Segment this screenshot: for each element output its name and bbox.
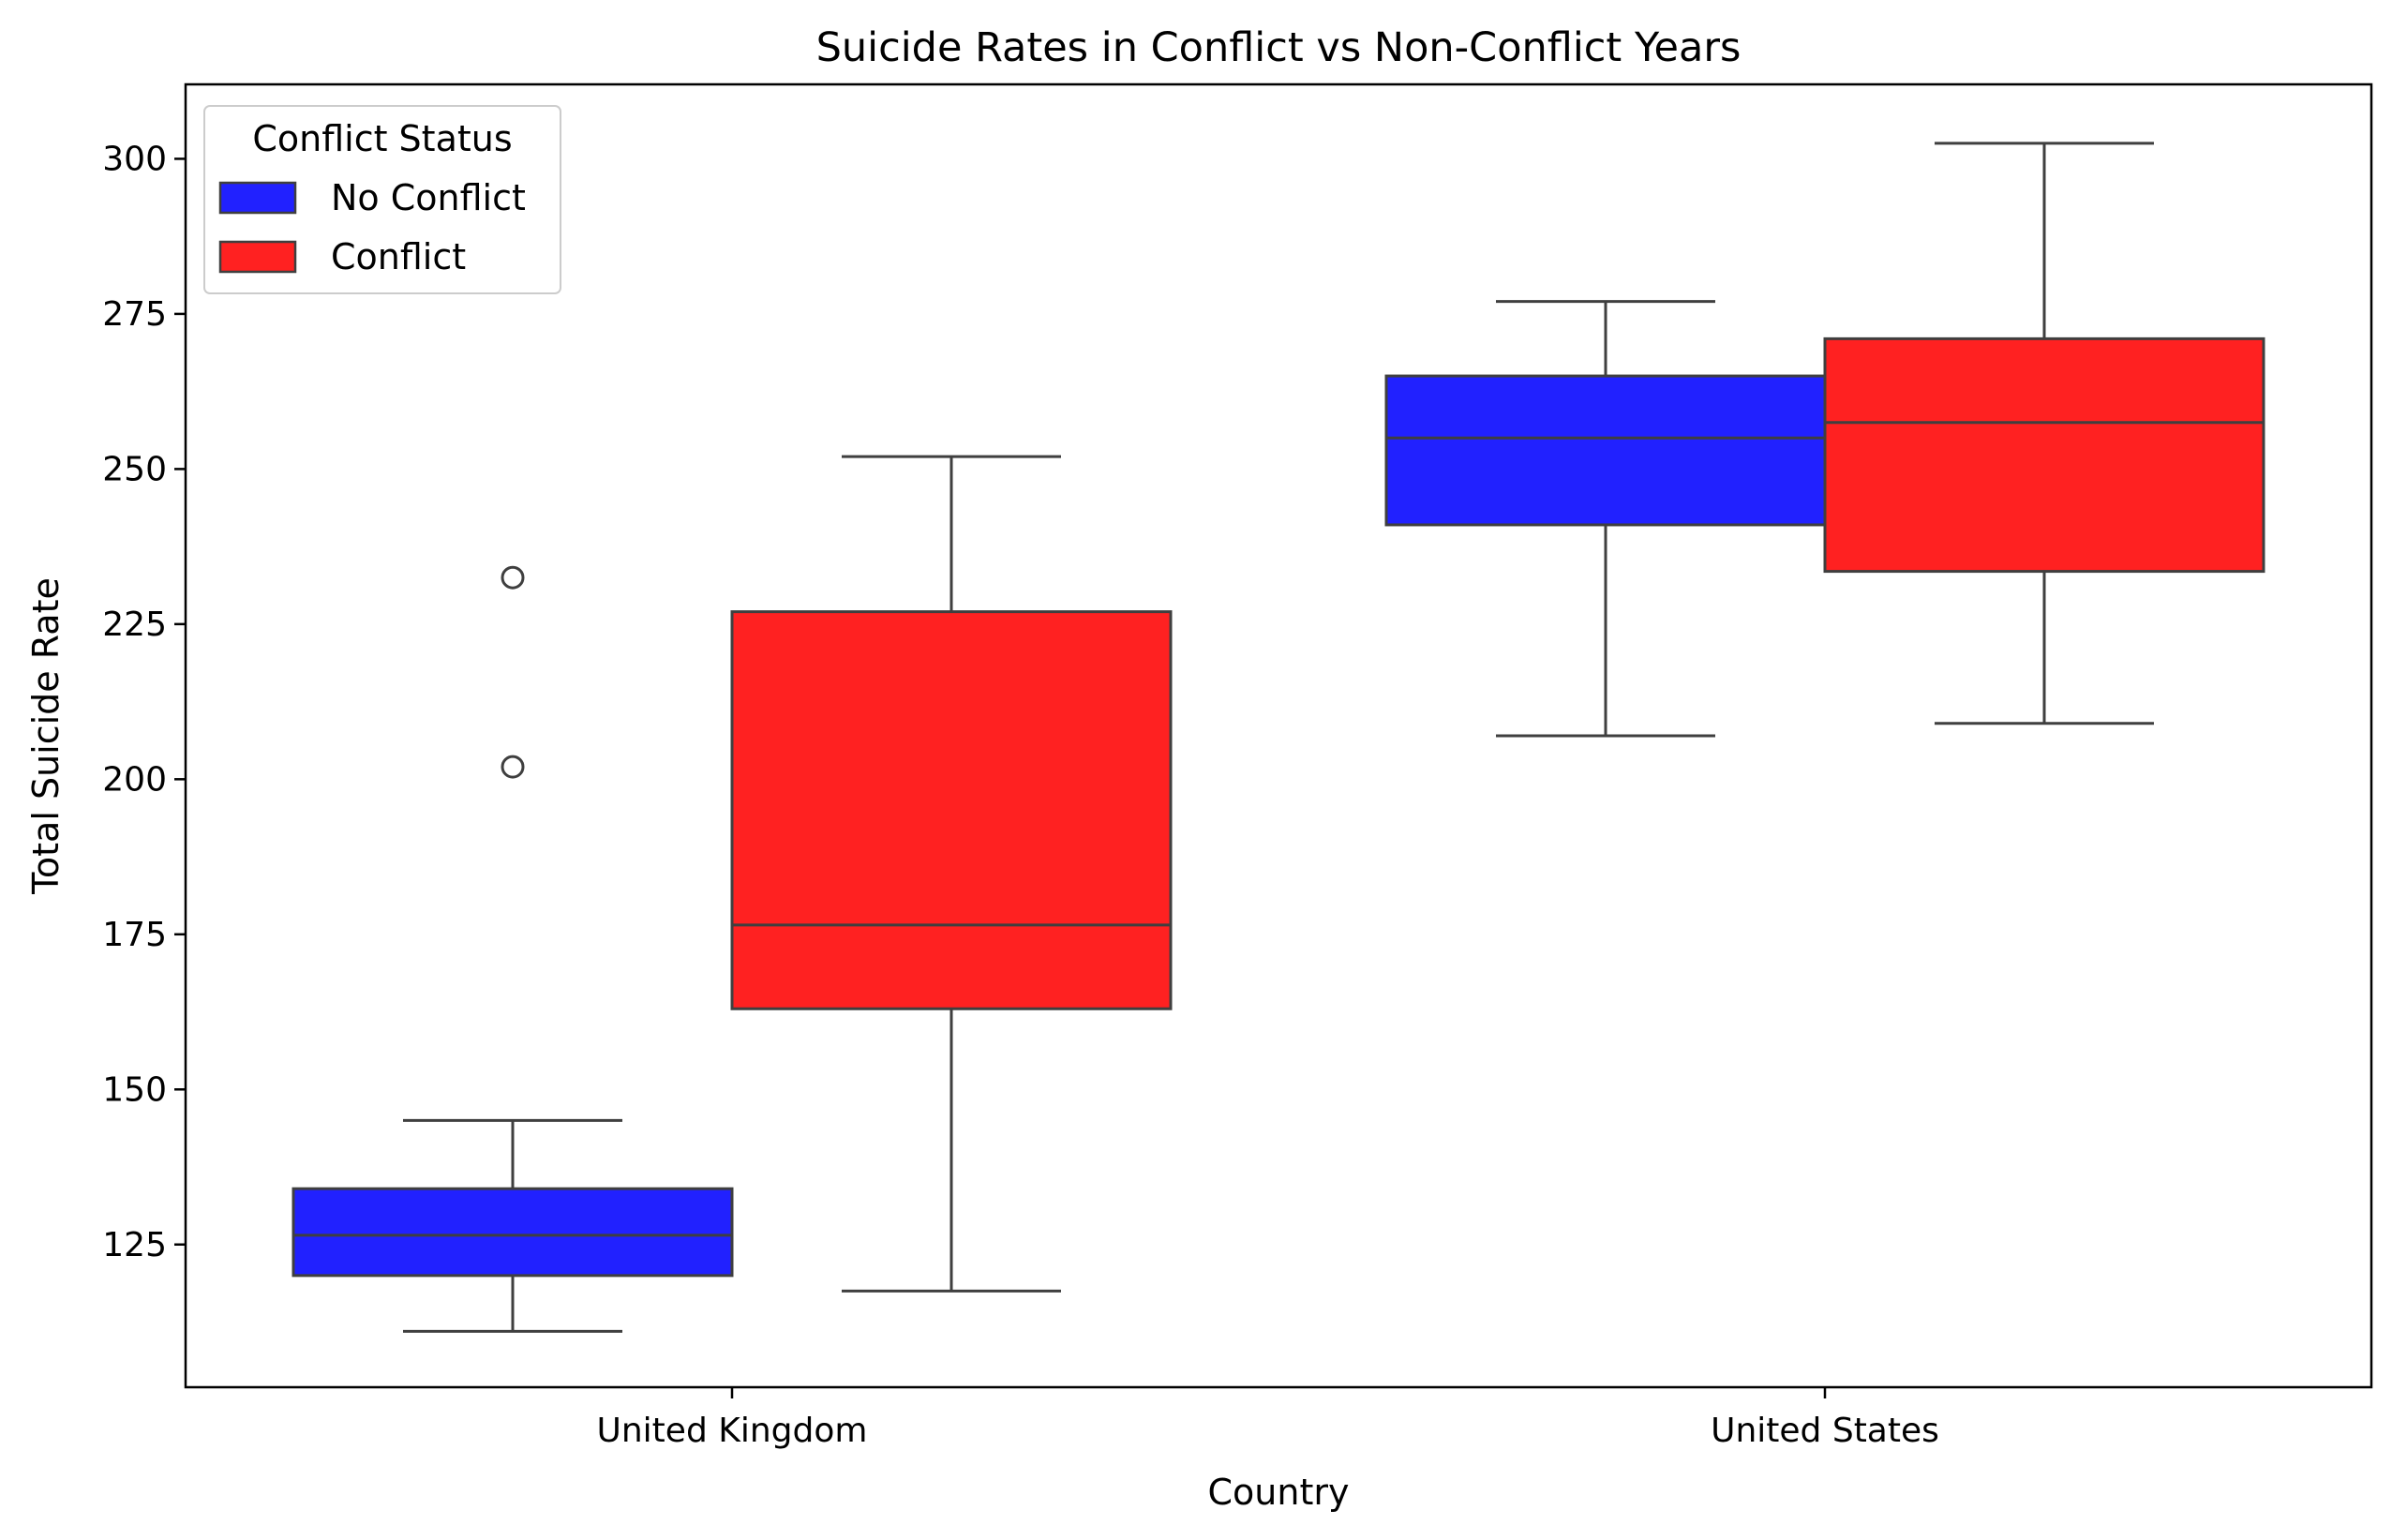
legend-label-conflict: Conflict xyxy=(331,236,466,277)
legend-swatch-no-conflict xyxy=(218,181,297,215)
box-no-conflict-united-kingdom xyxy=(292,1187,734,1278)
box-conflict-united-kingdom xyxy=(730,610,1173,1010)
box-group-conflict-united-states xyxy=(1823,142,2265,725)
y-tick-label-225: 225 xyxy=(102,606,167,644)
x-axis-label: Country xyxy=(1208,1472,1350,1513)
y-tick-label-125: 125 xyxy=(102,1226,167,1264)
y-tick-label-175: 175 xyxy=(102,916,167,954)
box-group-no-conflict-united-kingdom xyxy=(292,565,734,1333)
y-tick-label-150: 150 xyxy=(102,1070,167,1109)
outlier-point-no-conflict-united-kingdom-1 xyxy=(501,565,525,590)
plot-frame xyxy=(184,82,2373,1389)
y-tick-label-250: 250 xyxy=(102,450,167,488)
legend-title: Conflict Status xyxy=(252,118,512,159)
axis-layer: 125 150 175 200 225 250 275 300 United Kingdom Un… xyxy=(102,140,1939,1450)
plot-layer xyxy=(292,142,2265,1333)
x-tick-label-united-states: United States xyxy=(1711,1412,1939,1450)
chart-title: Suicide Rates in Conflict vs Non-Conflic… xyxy=(816,24,1742,71)
box-conflict-united-states xyxy=(1823,336,2265,574)
box-group-no-conflict-united-states xyxy=(1384,300,1827,738)
legend-label-no-conflict: No Conflict xyxy=(331,177,526,218)
y-tick-label-200: 200 xyxy=(102,760,167,799)
legend-swatch-conflict xyxy=(218,240,297,274)
y-axis-label: Total Suicide Rate xyxy=(25,577,67,895)
legend: Conflict Status No Conflict Conflict xyxy=(203,105,561,294)
x-tick-label-united-kingdom: United Kingdom xyxy=(597,1412,868,1450)
box-no-conflict-united-states xyxy=(1384,374,1827,527)
y-tick-label-300: 300 xyxy=(102,140,167,178)
box-group-conflict-united-kingdom xyxy=(730,455,1173,1293)
outlier-point-no-conflict-united-kingdom-0 xyxy=(501,755,525,779)
y-tick-label-275: 275 xyxy=(102,295,167,334)
